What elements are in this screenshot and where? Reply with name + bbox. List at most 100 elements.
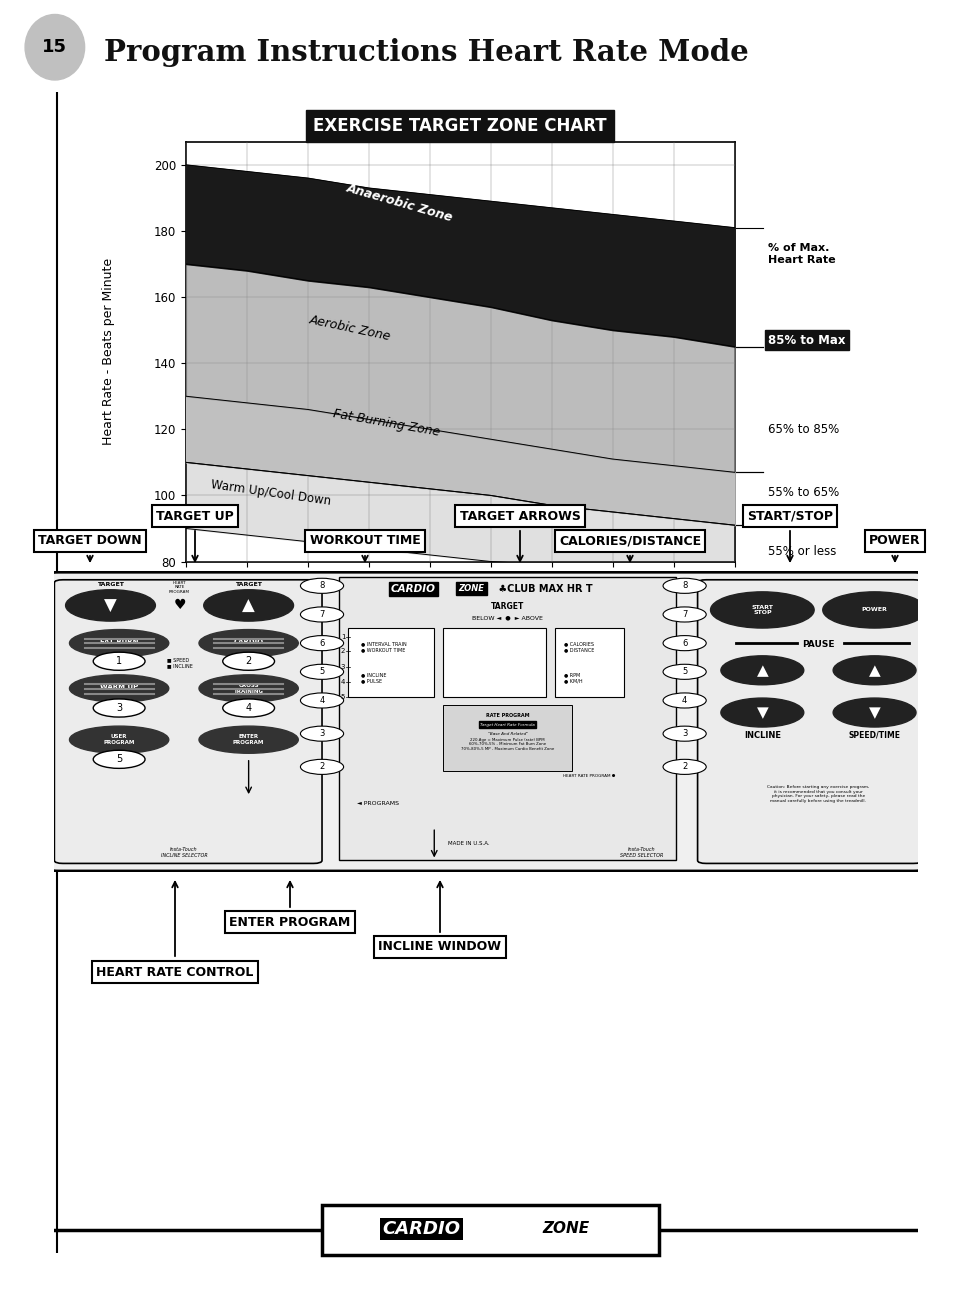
Text: CALORIES/DISTANCE: CALORIES/DISTANCE <box>558 534 700 547</box>
Circle shape <box>300 635 343 651</box>
Text: 4: 4 <box>319 695 324 705</box>
Text: % of Max.
Heart Rate: % of Max. Heart Rate <box>767 243 835 265</box>
Text: ZONE: ZONE <box>458 584 484 593</box>
Text: ENTER
PROGRAM: ENTER PROGRAM <box>233 735 264 745</box>
Text: Age:: Age: <box>161 589 193 602</box>
Text: HEART RATE CONTROL: HEART RATE CONTROL <box>96 966 253 979</box>
Text: ● INCLINE
● PULSE: ● INCLINE ● PULSE <box>360 673 386 684</box>
Circle shape <box>720 698 803 727</box>
Ellipse shape <box>199 726 298 753</box>
Text: CARDIO: CARDIO <box>233 639 263 644</box>
Text: ▲: ▲ <box>756 663 767 678</box>
Text: TARGET ARROWS: TARGET ARROWS <box>459 509 579 522</box>
Text: 2: 2 <box>681 762 686 771</box>
Text: 5: 5 <box>319 668 324 676</box>
Ellipse shape <box>70 674 169 702</box>
Text: 55% to 65%: 55% to 65% <box>767 485 839 499</box>
Text: 55% or less: 55% or less <box>767 544 836 558</box>
Text: WORKOUT TIME: WORKOUT TIME <box>310 534 420 547</box>
Text: ■ SPEED
■ INCLINE: ■ SPEED ■ INCLINE <box>167 657 193 668</box>
Text: INCLINE WINDOW: INCLINE WINDOW <box>378 941 501 954</box>
Text: MADE IN U.S.A.: MADE IN U.S.A. <box>448 841 489 846</box>
Circle shape <box>662 726 705 741</box>
FancyBboxPatch shape <box>442 705 572 771</box>
Circle shape <box>832 656 915 685</box>
Text: FAT BURN: FAT BURN <box>100 639 138 644</box>
Text: ♥: ♥ <box>173 597 186 611</box>
Text: 3: 3 <box>681 729 686 739</box>
Text: 2: 2 <box>245 656 252 666</box>
Text: POWER: POWER <box>861 607 886 613</box>
Text: 2: 2 <box>319 762 324 771</box>
Text: 15: 15 <box>42 38 68 56</box>
Text: CARDIO: CARDIO <box>382 1220 460 1237</box>
Text: ♣CLUB MAX HR T: ♣CLUB MAX HR T <box>495 584 592 594</box>
Circle shape <box>222 699 274 718</box>
Circle shape <box>300 607 343 622</box>
Text: 7: 7 <box>681 610 686 619</box>
Circle shape <box>300 579 343 593</box>
Text: TARGET DOWN: TARGET DOWN <box>38 534 142 547</box>
Text: Aerobic Zone: Aerobic Zone <box>308 314 392 342</box>
Ellipse shape <box>70 726 169 753</box>
Text: Target Heart Rate Formula: Target Heart Rate Formula <box>479 723 535 727</box>
FancyBboxPatch shape <box>555 628 623 698</box>
Text: Insta-Touch
INCLINE SELECTOR: Insta-Touch INCLINE SELECTOR <box>160 848 207 858</box>
Text: PAUSE: PAUSE <box>801 640 834 649</box>
Circle shape <box>662 607 705 622</box>
Text: INCLINE: INCLINE <box>743 731 780 740</box>
Text: 4: 4 <box>681 695 686 705</box>
Text: ▲: ▲ <box>242 597 254 614</box>
Circle shape <box>66 589 155 621</box>
Text: TARGET UP: TARGET UP <box>156 509 233 522</box>
Circle shape <box>662 635 705 651</box>
Text: HEART RATE PROGRAM ●: HEART RATE PROGRAM ● <box>563 774 616 778</box>
FancyBboxPatch shape <box>348 628 434 698</box>
Text: 85% to Max: 85% to Max <box>767 333 845 346</box>
Title: EXERCISE TARGET ZONE CHART: EXERCISE TARGET ZONE CHART <box>314 117 606 135</box>
Circle shape <box>832 698 915 727</box>
Text: 220-Age = Maximum Pulse (rate) BPM
60%-70%-5% - Minimum Fat Burn Zone
70%-80%-5 : 220-Age = Maximum Pulse (rate) BPM 60%-7… <box>460 737 554 750</box>
Text: WARM UP: WARM UP <box>100 684 138 690</box>
Text: ▼: ▼ <box>756 705 767 720</box>
FancyBboxPatch shape <box>54 580 322 863</box>
Text: SPEED/TIME: SPEED/TIME <box>847 731 900 740</box>
Text: 7: 7 <box>319 610 324 619</box>
Circle shape <box>300 760 343 774</box>
Circle shape <box>93 652 145 670</box>
Text: 65% to 85%: 65% to 85% <box>767 422 839 436</box>
Text: 4: 4 <box>245 703 252 712</box>
Circle shape <box>821 592 925 628</box>
Text: TARGET: TARGET <box>491 602 524 611</box>
Text: "Base And Related": "Base And Related" <box>487 732 527 736</box>
Text: 3: 3 <box>319 729 324 739</box>
Circle shape <box>222 652 274 670</box>
Text: Insta-Touch
SPEED SELECTOR: Insta-Touch SPEED SELECTOR <box>619 848 662 858</box>
Circle shape <box>300 726 343 741</box>
Circle shape <box>25 14 85 80</box>
Text: 1: 1 <box>340 634 345 640</box>
FancyBboxPatch shape <box>442 628 546 698</box>
Text: ZONE: ZONE <box>541 1221 589 1236</box>
Circle shape <box>662 693 705 708</box>
Text: Warm Up/Cool Down: Warm Up/Cool Down <box>211 479 332 508</box>
Text: ● CALORIES
● DISTANCE: ● CALORIES ● DISTANCE <box>563 642 594 652</box>
FancyBboxPatch shape <box>339 577 676 861</box>
Text: 5: 5 <box>681 668 686 676</box>
Text: 5: 5 <box>116 754 122 765</box>
Text: TARGET: TARGET <box>235 581 262 586</box>
Text: Program Instructions Heart Rate Mode: Program Instructions Heart Rate Mode <box>104 38 748 67</box>
Ellipse shape <box>199 630 298 657</box>
Text: POWER: POWER <box>868 534 920 547</box>
Text: ▼: ▼ <box>868 705 880 720</box>
Text: ENTER PROGRAM: ENTER PROGRAM <box>229 916 351 929</box>
Ellipse shape <box>70 630 169 657</box>
Text: ● RPM
● KM/H: ● RPM ● KM/H <box>563 673 581 684</box>
Circle shape <box>300 664 343 680</box>
Circle shape <box>93 750 145 769</box>
Text: START/STOP: START/STOP <box>746 509 832 522</box>
Text: 3: 3 <box>116 703 122 712</box>
Circle shape <box>204 589 294 621</box>
Text: 2: 2 <box>340 648 345 653</box>
Text: RATE PROGRAM: RATE PROGRAM <box>485 712 529 718</box>
